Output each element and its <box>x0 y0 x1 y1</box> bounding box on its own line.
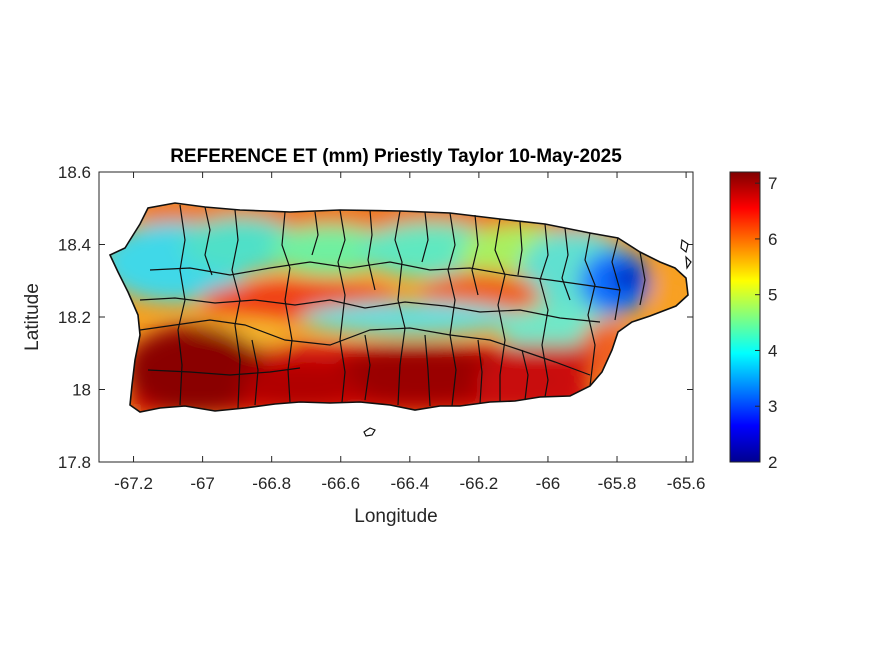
x-tick-label: -66 <box>536 474 561 493</box>
x-tick-label: -66.4 <box>390 474 429 493</box>
y-axis: 17.8 18 18.2 18.4 18.6 <box>58 163 693 472</box>
x-tick-label: -65.8 <box>598 474 637 493</box>
y-tick-label: 18 <box>72 381 91 400</box>
colorbar-tick-label: 3 <box>768 397 777 416</box>
municipality-boundaries <box>108 202 689 413</box>
colorbar: 2 3 4 5 6 7 <box>729 171 777 472</box>
y-tick-label: 17.8 <box>58 453 91 472</box>
y-tick-label: 18.4 <box>58 236 91 255</box>
chart-title: REFERENCE ET (mm) Priestly Taylor 10-May… <box>170 146 622 167</box>
x-axis-title: Longitude <box>354 506 437 527</box>
offshore-islets <box>363 238 692 437</box>
colorbar-gradient <box>729 171 761 463</box>
x-tick-label: -66.2 <box>460 474 499 493</box>
x-tick-label: -67.2 <box>114 474 153 493</box>
x-axis: -67.2 -67 -66.8 -66.6 -66.4 -66.2 -66 -65.8 -65.… <box>114 172 705 493</box>
y-tick-label: 18.2 <box>58 308 91 327</box>
x-tick-label: -66.6 <box>321 474 360 493</box>
colorbar-tick-label: 4 <box>768 341 777 360</box>
colorbar-tick-label: 5 <box>768 286 777 305</box>
y-tick-label: 18.6 <box>58 163 91 182</box>
y-axis-title: Latitude <box>22 283 43 351</box>
x-tick-label: -67 <box>190 474 215 493</box>
colorbar-tick-label: 2 <box>768 453 777 472</box>
x-tick-label: -65.6 <box>667 474 706 493</box>
colorbar-tick-label: 7 <box>768 174 777 193</box>
colorbar-tick-label: 6 <box>768 230 777 249</box>
x-tick-label: -66.8 <box>252 474 291 493</box>
